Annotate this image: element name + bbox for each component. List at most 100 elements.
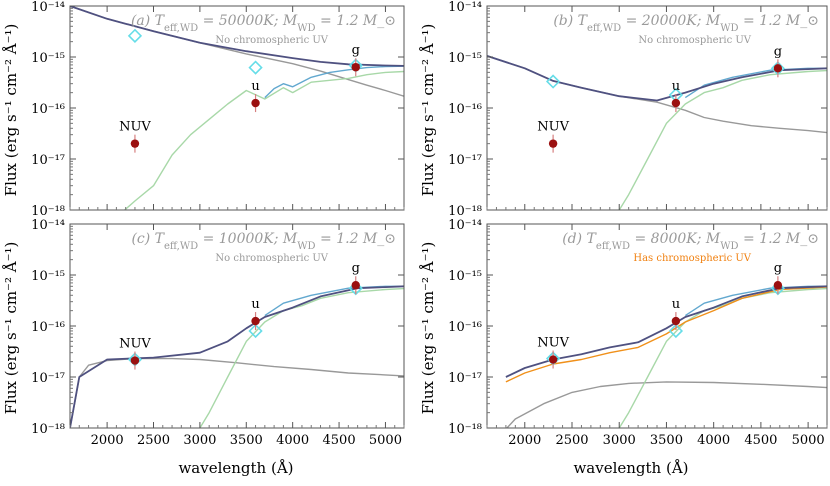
y-tick-label: 10⁻¹⁴ bbox=[448, 0, 482, 15]
chromospheric-note: Has chromospheric UV bbox=[633, 253, 751, 264]
x-tick-label: 4000 bbox=[276, 433, 309, 448]
y-axis-label-top-right: Flux (erg s⁻¹ cm⁻² Å⁻¹) bbox=[419, 24, 437, 197]
companion-model-line bbox=[199, 287, 404, 428]
observed-spectrum-line bbox=[684, 67, 827, 99]
observed-photometry-NUV bbox=[130, 139, 140, 148]
observed-photometry-NUV bbox=[130, 356, 140, 365]
x-axis-label-right: wavelength (Å) bbox=[573, 459, 688, 477]
companion-model-line bbox=[123, 70, 404, 210]
band-label-u: u bbox=[251, 79, 259, 94]
model-photometry-NUV bbox=[127, 28, 143, 43]
chart-panel-1: NUV u g 10⁻¹⁸ 10⁻¹⁷ 10⁻¹⁶ 10⁻¹⁵ 10⁻¹⁴ (a) Teff,W… bbox=[31, 0, 405, 219]
y-tick-label: 10⁻¹⁷ bbox=[448, 153, 482, 168]
band-label-NUV: NUV bbox=[119, 120, 151, 135]
x-tick-label: 5000 bbox=[792, 433, 825, 448]
y-tick-label: 10⁻¹⁶ bbox=[448, 320, 482, 335]
plot-area bbox=[70, 276, 404, 428]
chart-panel-3: NUV u g 10⁻¹⁸ 10⁻¹⁷ 10⁻¹⁶ 10⁻¹⁵ 10⁻¹⁴ 2000 2500 30… bbox=[31, 218, 405, 448]
y-axis-label-bottom-right: Flux (erg s⁻¹ cm⁻² Å⁻¹) bbox=[419, 242, 437, 415]
combined-model-line bbox=[70, 285, 404, 428]
combined-model-line bbox=[487, 55, 827, 102]
x-tick-label: 4500 bbox=[323, 433, 356, 448]
chromospheric-note: No chromospheric UV bbox=[215, 253, 328, 264]
y-tick-label: 10⁻¹⁷ bbox=[31, 153, 65, 168]
x-tick-label: 2000 bbox=[91, 433, 124, 448]
panel-title: (a) Teff,WD = 50000K; MWD = 1.2 M_⊙ bbox=[131, 13, 396, 34]
y-tick-label: 10⁻¹⁵ bbox=[448, 51, 482, 66]
band-label-u: u bbox=[672, 79, 680, 94]
y-tick-label: 10⁻¹⁶ bbox=[448, 102, 482, 117]
panel-title: (c) Teff,WD = 10000K; MWD = 1.2 M_⊙ bbox=[131, 231, 396, 252]
x-tick-label: 3500 bbox=[650, 433, 683, 448]
chromospheric-note: No chromospheric UV bbox=[215, 35, 328, 46]
y-tick-label: 10⁻¹⁵ bbox=[31, 51, 65, 66]
band-label-NUV: NUV bbox=[537, 336, 569, 351]
observed-photometry-u bbox=[251, 316, 260, 326]
companion-model-line bbox=[618, 69, 827, 210]
x-axis-label-left: wavelength (Å) bbox=[178, 459, 293, 477]
chart-panel-4: NUV u g 10⁻¹⁸ 10⁻¹⁷ 10⁻¹⁶ 10⁻¹⁵ 10⁻¹⁴ 2000 2500 30… bbox=[448, 218, 828, 448]
model-photometry-u bbox=[668, 323, 684, 339]
chart-panel-2: NUV u g 10⁻¹⁸ 10⁻¹⁷ 10⁻¹⁶ 10⁻¹⁵ 10⁻¹⁴ (b) Teff,W… bbox=[448, 0, 828, 219]
y-tick-label: 10⁻¹⁶ bbox=[31, 320, 65, 335]
x-tick-label: 3000 bbox=[183, 433, 216, 448]
model-photometry-NUV bbox=[545, 74, 561, 89]
x-tick-label: 3000 bbox=[603, 433, 636, 448]
panel-title: (d) Teff,WD = 8000K; MWD = 1.2 M_⊙ bbox=[562, 231, 819, 252]
observed-photometry-NUV bbox=[548, 139, 558, 148]
band-label-u: u bbox=[672, 297, 680, 312]
observed-photometry-u bbox=[671, 98, 681, 108]
band-label-g: g bbox=[352, 43, 360, 58]
wd-model-line bbox=[505, 381, 827, 428]
observed-photometry-g bbox=[351, 281, 360, 290]
companion-model-line bbox=[618, 287, 827, 428]
observed-photometry-g bbox=[351, 63, 360, 72]
y-tick-label: 10⁻¹⁵ bbox=[31, 269, 65, 284]
observed-spectrum-line bbox=[264, 65, 404, 99]
band-label-g: g bbox=[774, 44, 782, 59]
observed-spectrum-line bbox=[264, 285, 404, 317]
y-tick-label: 10⁻¹⁵ bbox=[448, 269, 482, 284]
y-tick-label: 10⁻¹⁷ bbox=[448, 371, 482, 386]
y-tick-label: 10⁻¹⁸ bbox=[448, 422, 482, 437]
x-tick-label: 2500 bbox=[137, 433, 170, 448]
y-tick-label: 10⁻¹⁷ bbox=[31, 371, 65, 386]
chromospheric-note: No chromospheric UV bbox=[638, 35, 751, 46]
model-photometry-u bbox=[248, 323, 263, 339]
observed-photometry-u bbox=[251, 98, 260, 108]
combined-model-line bbox=[70, 6, 404, 67]
wd-model-line bbox=[70, 357, 404, 428]
observed-spectrum-line bbox=[684, 285, 827, 317]
y-axis-label-top-left: Flux (erg s⁻¹ cm⁻² Å⁻¹) bbox=[2, 24, 20, 197]
band-label-g: g bbox=[352, 261, 360, 276]
band-label-NUV: NUV bbox=[537, 120, 569, 135]
plot-area bbox=[487, 55, 827, 210]
y-tick-label: 10⁻¹⁴ bbox=[31, 218, 65, 233]
x-tick-label: 3500 bbox=[230, 433, 263, 448]
plot-area bbox=[505, 276, 827, 428]
band-label-g: g bbox=[774, 261, 782, 276]
y-tick-label: 10⁻¹⁶ bbox=[31, 102, 65, 117]
model-photometry-u bbox=[248, 60, 263, 75]
chromospheric-model-line bbox=[505, 286, 827, 383]
y-tick-label: 10⁻¹⁸ bbox=[31, 422, 65, 437]
observed-photometry-NUV bbox=[548, 355, 558, 364]
x-tick-label: 4500 bbox=[744, 433, 777, 448]
x-tick-label: 2500 bbox=[555, 433, 588, 448]
x-tick-label: 4000 bbox=[697, 433, 730, 448]
y-tick-label: 10⁻¹⁴ bbox=[448, 218, 482, 233]
plot-area bbox=[70, 6, 404, 210]
observed-photometry-g bbox=[773, 64, 783, 73]
observed-photometry-g bbox=[773, 281, 783, 290]
x-tick-label: 2000 bbox=[508, 433, 541, 448]
panel-title: (b) Teff,WD = 20000K; MWD = 1.2 M_⊙ bbox=[553, 13, 819, 34]
panels-group: NUV u g 10⁻¹⁸ 10⁻¹⁷ 10⁻¹⁶ 10⁻¹⁵ 10⁻¹⁴ (a) Teff,W… bbox=[31, 0, 828, 448]
observed-photometry-u bbox=[671, 316, 681, 326]
y-tick-label: 10⁻¹⁸ bbox=[31, 204, 65, 219]
y-tick-label: 10⁻¹⁴ bbox=[31, 0, 65, 15]
band-label-u: u bbox=[251, 297, 259, 312]
y-axis-label-bottom-left: Flux (erg s⁻¹ cm⁻² Å⁻¹) bbox=[2, 242, 20, 415]
band-label-NUV: NUV bbox=[119, 337, 151, 352]
y-tick-label: 10⁻¹⁸ bbox=[448, 204, 482, 219]
